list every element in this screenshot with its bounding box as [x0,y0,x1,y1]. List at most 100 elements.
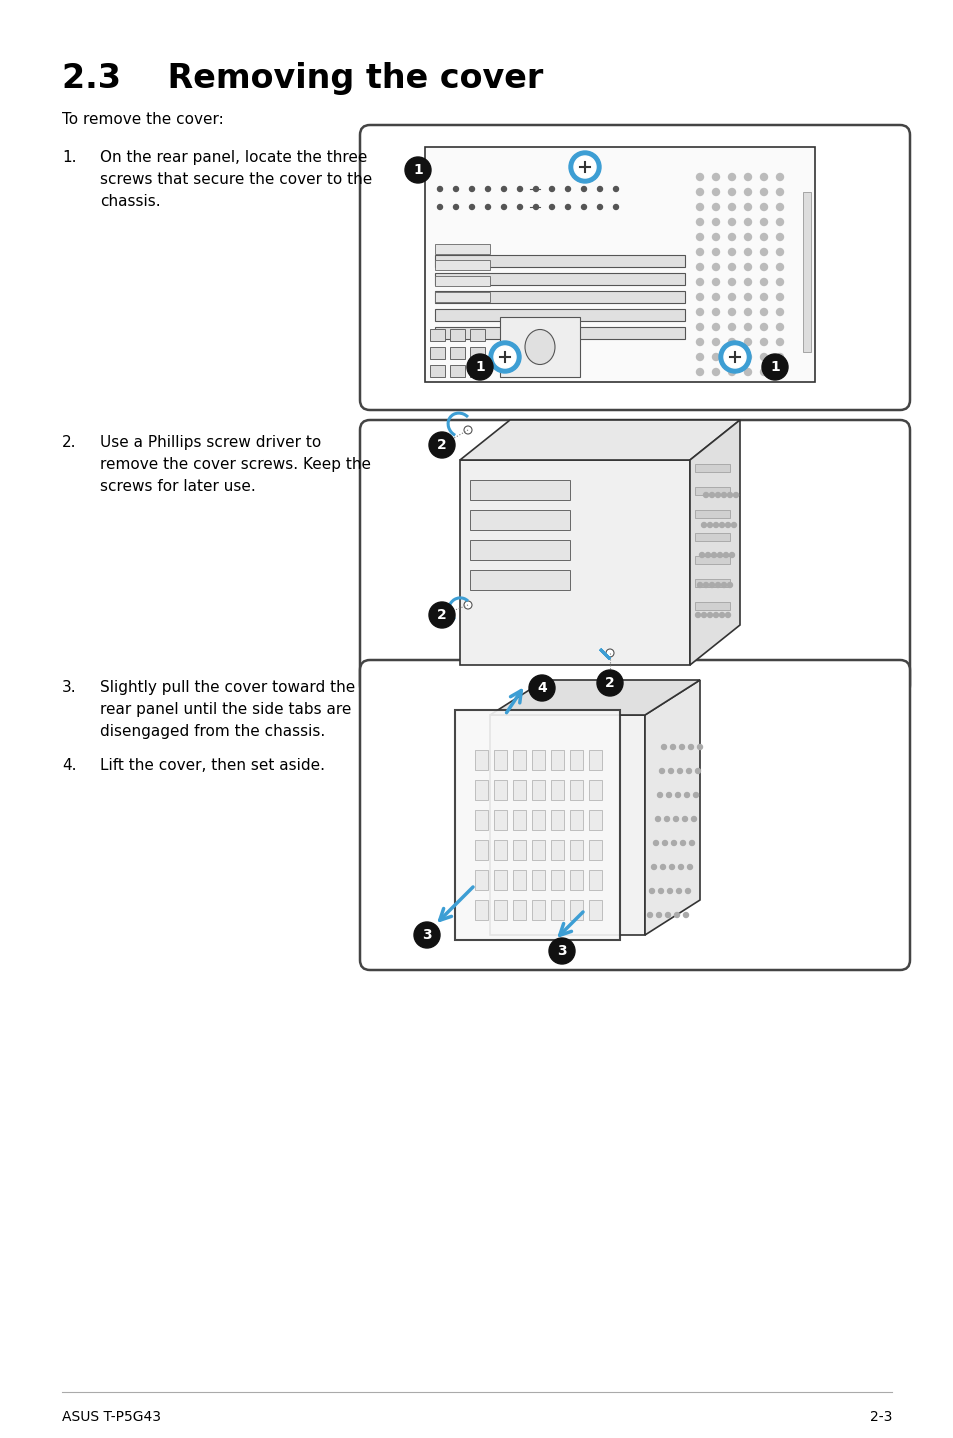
Circle shape [686,768,691,774]
Bar [470,541,569,559]
Circle shape [743,324,751,331]
Text: Use a Phillips screw driver to
remove the cover screws. Keep the
screws for late: Use a Phillips screw driver to remove th… [100,436,371,495]
Circle shape [681,817,687,821]
Circle shape [711,552,716,558]
Circle shape [695,613,700,617]
Circle shape [760,354,767,361]
Circle shape [723,347,745,368]
Circle shape [696,263,702,270]
Circle shape [696,354,702,361]
Circle shape [651,864,656,870]
Circle shape [760,174,767,181]
Bar [430,329,444,341]
Circle shape [533,204,537,210]
Bar [551,900,563,920]
Circle shape [743,263,751,270]
Circle shape [679,745,684,749]
Circle shape [676,889,680,893]
Circle shape [696,309,702,315]
Circle shape [568,151,600,183]
Bar [435,290,684,303]
Circle shape [668,768,673,774]
Ellipse shape [524,329,555,364]
Bar [532,900,544,920]
Circle shape [656,913,660,917]
Circle shape [712,263,719,270]
Bar [494,870,506,890]
Bar [475,779,488,800]
Circle shape [712,309,719,315]
Text: 2: 2 [436,439,446,452]
Circle shape [712,368,719,375]
Bar [435,273,684,285]
Circle shape [660,745,666,749]
Bar [513,779,525,800]
Circle shape [529,674,555,700]
Bar [802,193,810,352]
Circle shape [469,204,474,210]
Bar [475,870,488,890]
Bar [499,316,579,377]
Text: 1: 1 [769,360,779,374]
Circle shape [728,338,735,345]
Bar [532,779,544,800]
Circle shape [453,187,458,191]
Circle shape [437,204,442,210]
Polygon shape [644,680,700,935]
Circle shape [760,368,767,375]
Circle shape [728,174,735,181]
Circle shape [675,792,679,798]
Bar [569,810,582,830]
Circle shape [517,204,522,210]
Circle shape [696,293,702,301]
Text: 4.: 4. [62,758,76,774]
Circle shape [705,552,710,558]
Circle shape [728,219,735,226]
Circle shape [715,582,720,588]
Bar [513,810,525,830]
Circle shape [565,187,570,191]
Circle shape [712,204,719,210]
Circle shape [565,204,570,210]
Circle shape [776,309,782,315]
Text: 3: 3 [557,943,566,958]
Bar [455,710,619,940]
Circle shape [776,324,782,331]
Bar [470,569,569,590]
Circle shape [581,204,586,210]
Polygon shape [689,420,740,664]
Bar [430,347,444,360]
Circle shape [469,187,474,191]
Circle shape [712,174,719,181]
Circle shape [657,792,661,798]
Bar [435,292,490,302]
Circle shape [653,840,658,846]
Circle shape [613,187,618,191]
Circle shape [658,889,662,893]
Circle shape [712,249,719,256]
Bar [494,810,506,830]
Circle shape [696,249,702,256]
Text: 2: 2 [436,608,446,623]
Circle shape [731,522,736,528]
Circle shape [696,233,702,240]
Circle shape [414,922,439,948]
Circle shape [659,864,665,870]
Bar [513,900,525,920]
Circle shape [728,188,735,196]
Polygon shape [490,680,700,715]
Text: Lift the cover, then set aside.: Lift the cover, then set aside. [100,758,325,774]
Circle shape [729,552,734,558]
Bar [551,840,563,860]
Text: 2.3    Removing the cover: 2.3 Removing the cover [62,62,542,95]
Circle shape [760,324,767,331]
Circle shape [597,204,602,210]
Circle shape [613,204,618,210]
Text: To remove the cover:: To remove the cover: [62,112,224,127]
Circle shape [700,522,706,528]
Circle shape [743,233,751,240]
Circle shape [695,768,700,774]
Circle shape [761,354,787,380]
Circle shape [673,817,678,821]
Circle shape [712,219,719,226]
